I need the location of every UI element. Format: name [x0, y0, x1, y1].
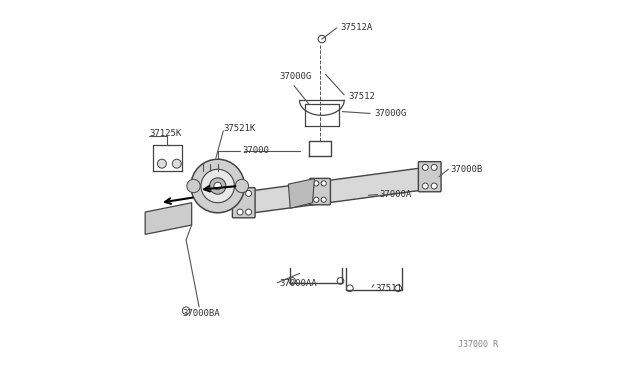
- Circle shape: [314, 181, 319, 186]
- Text: 37000A: 37000A: [380, 190, 412, 199]
- Circle shape: [237, 190, 243, 196]
- Circle shape: [214, 182, 221, 190]
- Circle shape: [246, 209, 252, 215]
- Circle shape: [337, 278, 344, 284]
- FancyBboxPatch shape: [310, 179, 330, 205]
- Circle shape: [172, 159, 181, 168]
- Circle shape: [201, 169, 234, 203]
- Text: 37512A: 37512A: [340, 23, 372, 32]
- Circle shape: [187, 179, 200, 193]
- Circle shape: [182, 307, 190, 314]
- Circle shape: [235, 179, 248, 193]
- Circle shape: [395, 285, 401, 292]
- Text: 37000AA: 37000AA: [279, 279, 317, 288]
- Circle shape: [431, 183, 437, 189]
- Text: 37000G: 37000G: [280, 72, 312, 81]
- Text: J37000 R: J37000 R: [458, 340, 498, 349]
- Circle shape: [289, 278, 296, 284]
- Text: 37000B: 37000B: [450, 165, 483, 174]
- Circle shape: [318, 35, 326, 43]
- FancyBboxPatch shape: [419, 162, 441, 192]
- Circle shape: [422, 164, 428, 170]
- Text: 37000G: 37000G: [374, 109, 406, 118]
- Circle shape: [314, 197, 319, 202]
- Circle shape: [422, 183, 428, 189]
- Circle shape: [321, 181, 326, 186]
- Text: 37521K: 37521K: [223, 124, 255, 133]
- FancyBboxPatch shape: [232, 187, 255, 218]
- Text: 37000: 37000: [242, 146, 269, 155]
- Text: 37125K: 37125K: [149, 129, 181, 138]
- Circle shape: [157, 159, 166, 168]
- Circle shape: [321, 197, 326, 202]
- Polygon shape: [246, 166, 439, 214]
- Circle shape: [237, 209, 243, 215]
- Text: 37512: 37512: [348, 92, 375, 101]
- Polygon shape: [145, 203, 191, 234]
- Circle shape: [431, 164, 437, 170]
- Polygon shape: [289, 179, 314, 208]
- Circle shape: [246, 190, 252, 196]
- Circle shape: [346, 285, 353, 292]
- Circle shape: [191, 159, 244, 213]
- Text: 37511: 37511: [375, 284, 402, 293]
- Circle shape: [209, 178, 226, 194]
- Text: 37000BA: 37000BA: [182, 309, 220, 318]
